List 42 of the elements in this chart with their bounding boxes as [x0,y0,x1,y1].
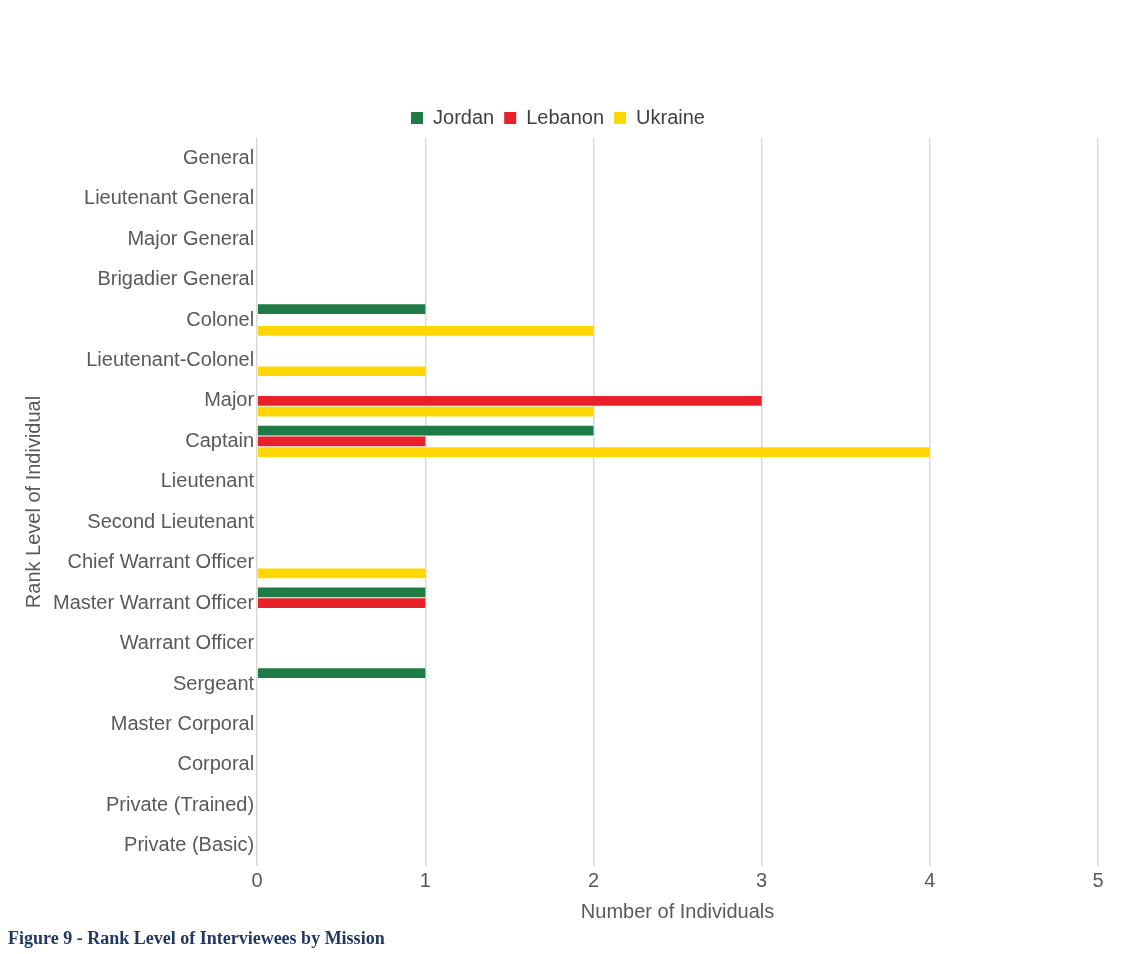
bar [257,668,426,679]
y-tick-label: Lieutenant-Colonel [86,347,255,370]
y-tick-label: Warrant Officer [119,631,255,654]
legend-label: Jordan [433,105,495,128]
bar [257,406,594,417]
x-tick-label: 2 [587,868,600,891]
x-tick-label: 0 [251,868,263,891]
bar [257,447,930,457]
y-tick-label: Lieutenant [160,469,255,492]
x-tick-label: 5 [1092,868,1104,891]
x-tick-label: 1 [419,868,431,891]
y-tick-label: Corporal [177,752,255,775]
bar [257,598,426,608]
bar [257,304,426,315]
legend-label: Lebanon [526,105,605,128]
x-tick-label: 3 [756,868,768,891]
y-tick-label: Lieutenant General [84,186,255,209]
bar [257,325,594,336]
y-tick-label: Private (Basic) [124,833,255,856]
y-tick-label: Second Lieutenant [87,509,255,532]
bar [257,366,426,377]
y-tick-label: Brigadier General [97,267,255,290]
bar [257,436,426,447]
y-tick-label: Major [204,388,255,411]
y-tick-label: General [183,145,255,168]
y-axis-title: Rank Level of Individual [21,395,44,609]
legend-label: Ukraine [636,105,705,128]
x-axis-title: Number of Individuals [580,899,775,922]
y-tick-label: Sergeant [172,671,255,694]
y-tick-label: Colonel [186,307,255,330]
x-tick-label: 4 [924,868,936,891]
y-tick-label: Chief Warrant Officer [67,550,255,573]
y-tick-label: Major General [127,226,255,249]
bar [257,425,594,436]
bar [257,587,426,598]
y-tick-label: Master Corporal [110,711,255,734]
y-tick-label: Private (Trained) [105,792,255,815]
y-tick-label: Captain [185,428,255,451]
bar [257,396,762,406]
y-tick-label: Master Warrant Officer [53,590,255,613]
caption: Figure 9 - Rank Level of Interviewees by Mission [8,928,386,949]
bar [257,568,426,579]
